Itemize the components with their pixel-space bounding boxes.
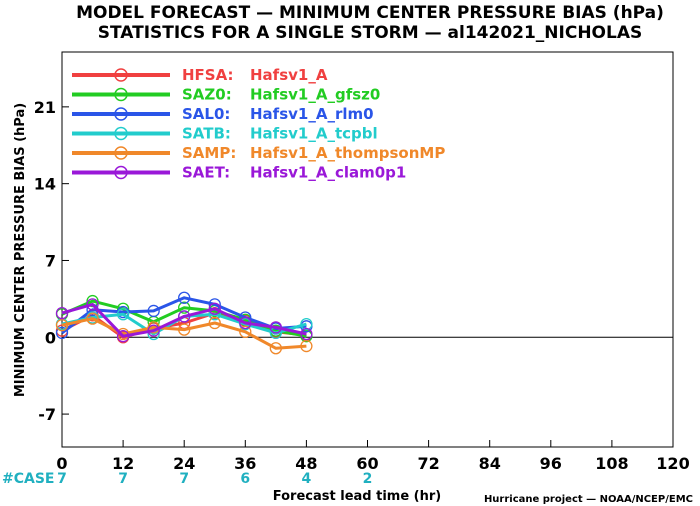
legend-id-satb: SATB: [182, 125, 231, 143]
series-line-saet [61, 302, 307, 338]
data-point-samp [55, 319, 69, 332]
x-tick-label: 96 [540, 454, 562, 473]
legend-id-saet: SAET: [182, 164, 230, 182]
legend-marker-hfsa [114, 68, 128, 82]
legend-id-hfsa: HFSA: [182, 66, 234, 84]
data-point-saet [86, 298, 99, 311]
case-count: 7 [179, 471, 189, 487]
data-point-saet [269, 321, 283, 334]
legend-name-saz0: Hafsv1_A_gfsz0 [250, 86, 380, 104]
x-tick-label: 120 [656, 454, 689, 473]
legend-id-samp: SAMP: [182, 144, 236, 162]
x-tick-label: 24 [173, 454, 195, 473]
data-point-sal0 [55, 326, 69, 340]
x-tick-label: 36 [234, 454, 256, 473]
legend-name-hfsa: Hafsv1_A [250, 66, 328, 84]
data-point-samp [208, 316, 221, 330]
data-point-satb [116, 308, 130, 321]
series-line-samp [61, 317, 307, 350]
x-tick-label: 84 [479, 454, 501, 473]
data-point-saet [147, 324, 160, 337]
legend-name-saet: Hafsv1_A_clam0p1 [250, 164, 406, 182]
x-tick-label: 108 [595, 454, 628, 473]
y-axis-label: MINIMUM CENTER PRESSURE BIAS (hPa) [13, 103, 28, 397]
legend-marker-saz0 [114, 87, 128, 102]
credit-text: Hurricane project — NOAA/NCEP/EMC [484, 494, 693, 505]
data-point-sal0 [147, 304, 160, 318]
case-count: 7 [57, 471, 67, 487]
data-point-saz0 [178, 301, 191, 314]
x-tick-label: 60 [356, 454, 378, 473]
data-point-samp [178, 323, 191, 336]
legend-marker-samp [114, 146, 128, 160]
data-point-saet [178, 310, 191, 323]
data-point-saet [300, 327, 313, 341]
y-tick-label: 0 [45, 328, 56, 347]
case-label: #CASE [2, 471, 55, 487]
case-count: 2 [363, 471, 373, 487]
legend-id-sal0: SAL0: [182, 105, 230, 123]
legend-name-sal0: Hafsv1_A_rlm0 [250, 105, 374, 123]
data-point-saet [239, 316, 252, 330]
y-tick-label: -7 [38, 405, 56, 424]
y-tick-label: 21 [34, 98, 56, 117]
legend-name-samp: Hafsv1_A_thompsonMP [250, 144, 445, 162]
x-axis-label: Forecast lead time (hr) [273, 489, 441, 504]
x-tick-label: 72 [417, 454, 439, 473]
case-count: 4 [302, 471, 312, 487]
legend-marker-satb [114, 126, 128, 141]
data-point-saet [55, 306, 69, 320]
data-point-sal0 [178, 291, 191, 304]
legend-id-saz0: SAZ0: [182, 86, 232, 104]
y-tick-label: 14 [34, 175, 56, 194]
chart-title-line2: STATISTICS FOR A SINGLE STORM — al142021… [98, 23, 643, 43]
case-count: 6 [240, 471, 250, 487]
data-point-satb [300, 317, 313, 331]
legend-name-satb: Hafsv1_A_tcpbl [250, 125, 378, 143]
chart-title-line1: MODEL FORECAST — MINIMUM CENTER PRESSURE… [76, 3, 664, 23]
data-point-samp [269, 342, 283, 355]
x-tick-label: 0 [56, 454, 67, 473]
legend-marker-saet [114, 165, 128, 180]
data-point-samp [300, 339, 313, 353]
data-point-saet [208, 302, 221, 315]
x-tick-label: 48 [295, 454, 317, 473]
x-tick-label: 12 [112, 454, 134, 473]
legend-marker-sal0 [114, 107, 128, 121]
data-point-samp [86, 312, 99, 325]
data-point-samp [239, 325, 252, 338]
data-point-saet [116, 330, 130, 343]
y-tick-label: 7 [45, 251, 56, 270]
case-count: 7 [118, 471, 128, 487]
